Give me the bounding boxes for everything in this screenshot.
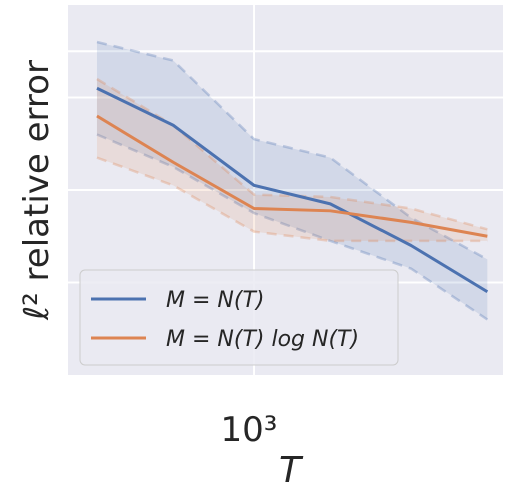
line-series-1 [96, 86, 489, 294]
y-axis-title: ℓ² relative error [17, 60, 57, 321]
band-lower-series-2 [96, 156, 488, 243]
legend-label-series-1: M = N(T) [166, 288, 264, 313]
x-tick-label: 10³ [221, 410, 278, 450]
x-axis-title: T [279, 450, 304, 485]
band-fill-series-1 [96, 42, 488, 320]
legend-box [79, 269, 399, 366]
legend: M = N(T) M = N(T) log N(T) [79, 269, 399, 366]
band-upper-series-1 [96, 40, 488, 261]
legend-label-series-2: M = N(T) log N(T) [166, 327, 359, 352]
line-series-2 [96, 114, 488, 238]
band-lower-series-1 [96, 133, 489, 321]
series-lines [96, 86, 489, 294]
